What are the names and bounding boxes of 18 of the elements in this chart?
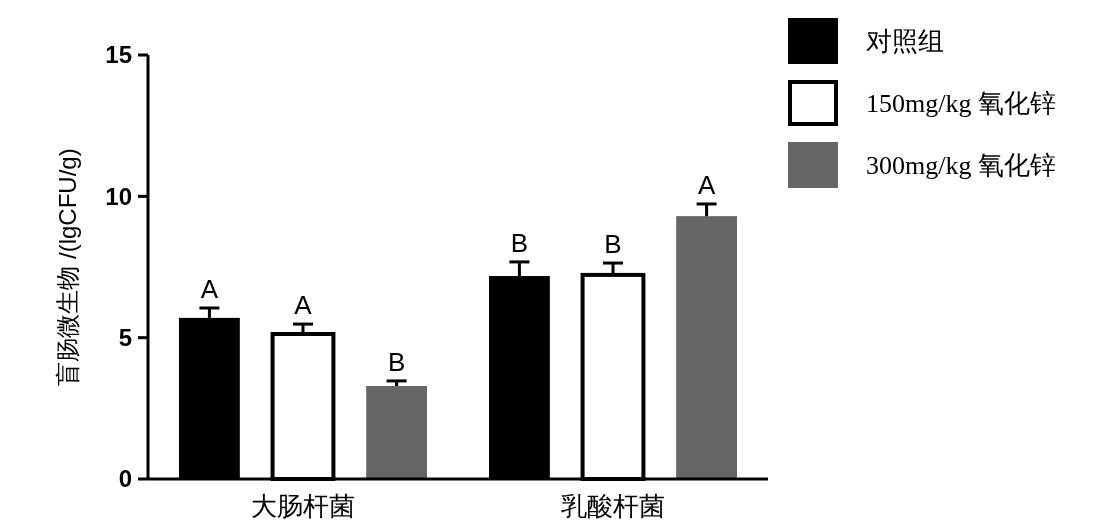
bar <box>676 216 737 479</box>
legend-label: 对照组 <box>866 27 944 57</box>
y-tick-label: 10 <box>105 182 132 210</box>
bar <box>366 386 427 479</box>
y-tick-label: 15 <box>105 41 132 69</box>
data-label: B <box>604 229 622 260</box>
legend-label: 150mg/kg 氧化锌 <box>866 89 1056 119</box>
data-label: A <box>697 169 716 200</box>
x-tick-label: 大肠杆菌 <box>251 491 355 521</box>
data-label: B <box>510 227 529 258</box>
y-tick-label: 0 <box>118 465 132 493</box>
data-label: A <box>200 273 219 304</box>
x-tick-label: 乳酸杆菌 <box>561 491 665 521</box>
y-axis-title: 盲肠微生物 /(lgCFU/g) <box>54 148 81 386</box>
legend-label: 300mg/kg 氧化锌 <box>866 151 1056 181</box>
data-label: A <box>294 290 313 321</box>
y-tick-label: 5 <box>118 324 132 352</box>
data-label: B <box>387 346 406 377</box>
